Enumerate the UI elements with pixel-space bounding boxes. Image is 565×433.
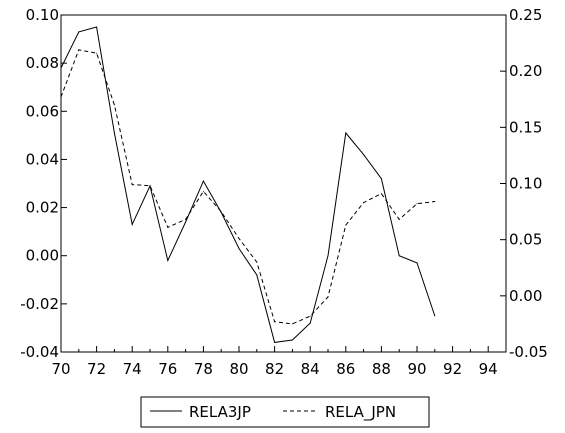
data-point [363, 154, 365, 156]
left-axis: -0.04 -0.02 0.00 0.02 0.04 0.06 0.08 0.10 [20, 6, 67, 361]
right-tick-label: 0.10 [509, 175, 542, 193]
right-axis: -0.05 0.00 0.05 0.10 0.15 0.20 0.25 [500, 6, 548, 361]
data-point [167, 260, 169, 261]
right-tick-label: 0.00 [509, 287, 542, 305]
data-point [113, 132, 115, 134]
data-point [434, 315, 436, 317]
x-tick-label: 80 [229, 360, 248, 378]
right-tick-label: 0.05 [509, 231, 542, 249]
data-point [274, 341, 276, 343]
data-point [202, 190, 204, 192]
left-tick-label: 0.08 [26, 54, 59, 72]
data-point [185, 218, 187, 220]
data-point [291, 323, 293, 325]
data-point [96, 52, 98, 54]
x-axis: 70 72 74 76 78 80 82 84 86 88 90 92 94 [51, 346, 507, 378]
x-tick-label: 84 [301, 360, 320, 378]
left-tick-label: 0.02 [26, 199, 59, 217]
legend-label-rela3jp: RELA3JP [189, 403, 251, 421]
x-tick-label: 90 [407, 360, 426, 378]
plot-frame [60, 14, 507, 353]
data-point [327, 296, 329, 298]
data-point [274, 321, 276, 323]
x-tick-label: 86 [336, 360, 355, 378]
legend: RELA3JP RELA_JPN [140, 396, 430, 428]
data-point [238, 238, 240, 239]
data-point [309, 322, 311, 324]
data-point [78, 31, 80, 33]
left-tick-label: 0.10 [26, 6, 59, 24]
data-point [416, 262, 418, 264]
data-point [363, 202, 365, 204]
left-tick-label: 0.00 [26, 247, 59, 265]
data-point [220, 211, 222, 213]
data-point [416, 203, 418, 205]
right-tick-label: 0.15 [509, 118, 542, 136]
right-tick-label: 0.25 [509, 6, 542, 24]
data-point [380, 178, 382, 180]
x-tick-label: 94 [479, 360, 498, 378]
data-point [398, 255, 400, 257]
left-tick-label: 0.06 [26, 102, 59, 120]
left-tick-label: -0.02 [20, 295, 59, 313]
data-point [113, 104, 115, 106]
series-line-rela3jp [60, 26, 436, 343]
data-point [345, 224, 347, 226]
x-tick-label: 76 [158, 360, 177, 378]
data-point [220, 211, 222, 213]
x-tick-label: 88 [372, 360, 391, 378]
data-point [309, 315, 311, 317]
left-tick-label: 0.04 [26, 150, 59, 168]
x-tick-label: 72 [87, 360, 106, 378]
data-point [78, 49, 80, 51]
data-point [434, 201, 436, 202]
data-point [256, 261, 258, 263]
data-point [167, 226, 169, 228]
data-point [327, 255, 329, 257]
data-point [149, 185, 151, 187]
data-point [202, 180, 204, 182]
data-point [60, 96, 62, 98]
x-tick-label: 82 [265, 360, 284, 378]
x-tick-label: 92 [443, 360, 462, 378]
right-tick-label: -0.05 [509, 343, 548, 361]
left-tick-label: -0.04 [20, 343, 59, 361]
x-tick-label: 70 [51, 360, 70, 378]
series-line-rela-jpn [60, 49, 435, 325]
data-point [256, 274, 258, 276]
data-point [131, 184, 133, 186]
data-point [185, 221, 187, 223]
legend-box [140, 396, 430, 428]
data-point [398, 218, 400, 220]
data-point [60, 67, 62, 69]
data-point [131, 223, 133, 225]
data-point [96, 26, 98, 28]
data-point [238, 248, 240, 249]
right-tick-label: 0.20 [509, 62, 542, 80]
legend-label-rela-jpn: RELA_JPN [325, 403, 396, 422]
x-tick-label: 74 [123, 360, 142, 378]
series-layer [60, 26, 436, 343]
data-point [380, 193, 382, 195]
data-point [345, 132, 347, 134]
data-point [291, 339, 293, 341]
x-tick-label: 78 [194, 360, 213, 378]
